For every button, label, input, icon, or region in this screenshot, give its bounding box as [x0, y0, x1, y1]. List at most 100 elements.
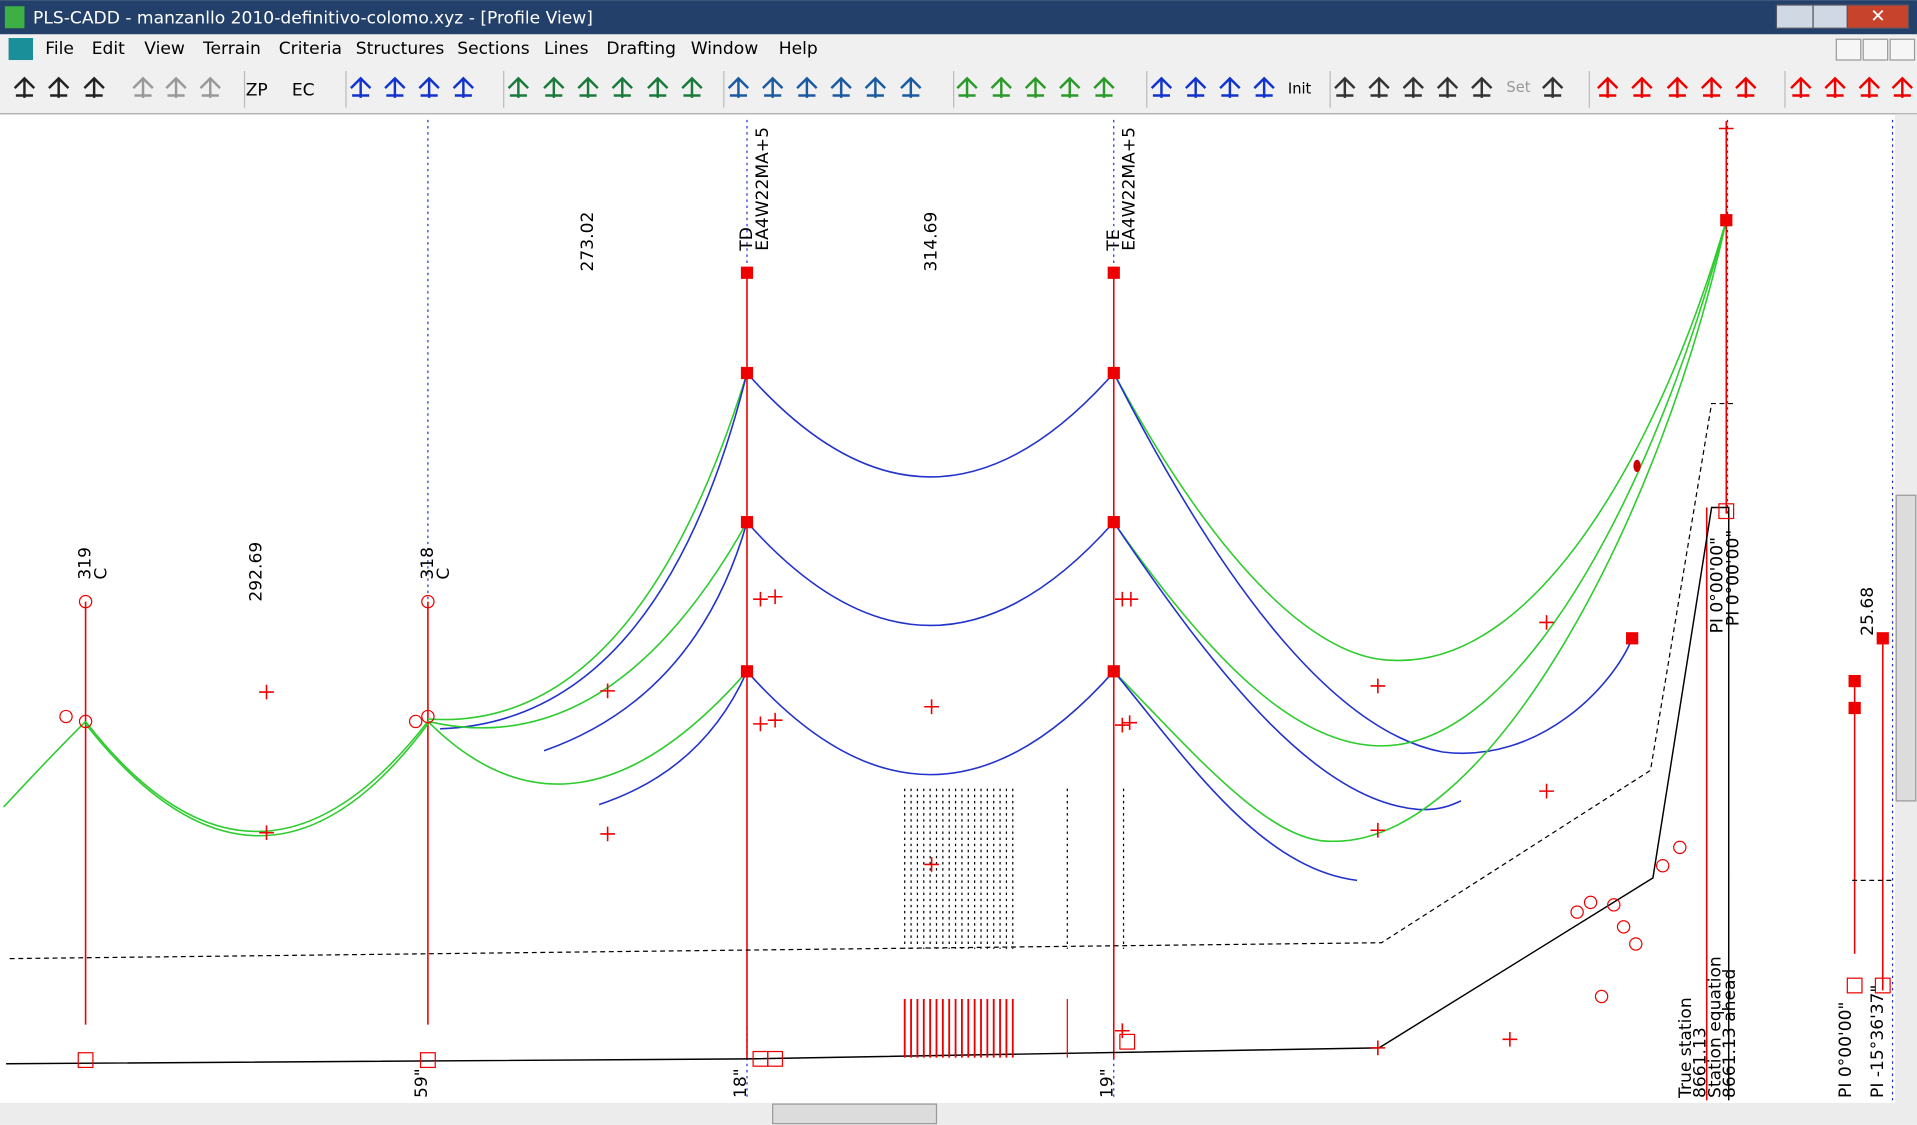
toolbar-button[interactable]: [990, 76, 1012, 98]
icon: [1059, 76, 1081, 98]
conductor: [746, 670, 1115, 776]
span-length: 314.69: [922, 212, 942, 272]
set-button[interactable]: Set: [1506, 79, 1530, 96]
toolbar-button[interactable]: [1666, 76, 1689, 98]
mdi-minimize[interactable]: [1835, 38, 1862, 61]
toolbar-button[interactable]: [1700, 76, 1723, 98]
toolbar-button[interactable]: [384, 76, 406, 98]
icon: [1093, 76, 1115, 98]
menu-item[interactable]: Criteria: [279, 39, 342, 59]
toolbar-button[interactable]: [1253, 76, 1275, 98]
vegetation: [903, 788, 1125, 1058]
menu-item[interactable]: Sections: [457, 39, 530, 59]
toolbar-button[interactable]: [83, 76, 105, 98]
toolbar-button[interactable]: [1597, 76, 1619, 98]
profile-view[interactable]: [0, 115, 1895, 1103]
toolbar-button[interactable]: [864, 76, 887, 98]
icon: [350, 76, 372, 98]
maximize-button[interactable]: [1812, 4, 1848, 29]
pi-label: PI 0°00'00": [1724, 530, 1744, 626]
toolbar-button[interactable]: [13, 76, 36, 98]
toolbar-button[interactable]: [165, 76, 187, 98]
toolbar-button[interactable]: [1858, 76, 1880, 98]
toolbar-button[interactable]: [1824, 76, 1846, 98]
structure-type: EA4W22MA+5: [1120, 127, 1140, 251]
toolbar-button[interactable]: [611, 76, 633, 98]
menu-item[interactable]: File: [45, 39, 74, 59]
toolbar-button[interactable]: [507, 76, 530, 98]
toolbar-button[interactable]: [1024, 76, 1047, 98]
toolbar-button[interactable]: [1436, 76, 1459, 98]
toolbar-button[interactable]: [796, 76, 818, 98]
structure-type: C: [434, 568, 454, 580]
menu-item[interactable]: Lines: [544, 39, 589, 59]
cross: [753, 716, 768, 732]
toolbar-button[interactable]: [199, 76, 221, 98]
toolbar-button[interactable]: [900, 76, 922, 98]
toolbar-button[interactable]: [1334, 76, 1356, 98]
toolbar-button[interactable]: [1471, 76, 1493, 98]
cross: [259, 684, 274, 700]
mdi-restore[interactable]: [1862, 38, 1889, 61]
toolbar-button[interactable]: [577, 76, 599, 98]
toolbar-button[interactable]: [1631, 76, 1653, 98]
marker: [78, 594, 93, 609]
toolbar-button[interactable]: [1093, 76, 1115, 98]
menu-item[interactable]: Edit: [92, 39, 125, 59]
menu-item[interactable]: Help: [779, 39, 818, 59]
toolbar-button[interactable]: [1185, 76, 1207, 98]
ec-button[interactable]: EC: [292, 81, 315, 101]
toolbar-button[interactable]: [1891, 76, 1913, 98]
close-button[interactable]: [1846, 4, 1910, 29]
menu-item[interactable]: Structures: [356, 39, 445, 59]
cross: [1114, 1023, 1130, 1039]
icon: [48, 76, 70, 98]
app-icon: [4, 6, 25, 29]
init-button[interactable]: Init: [1288, 80, 1312, 97]
menu-item[interactable]: View: [144, 39, 185, 59]
marker: [1655, 858, 1670, 873]
structure-base: [1718, 503, 1735, 520]
toolbar-button[interactable]: [1735, 76, 1757, 98]
icon: [1150, 76, 1173, 98]
icon: [1631, 76, 1653, 98]
toolbar-button[interactable]: [1790, 76, 1812, 98]
toolbar-button[interactable]: [727, 76, 750, 98]
span-length: 273.02: [578, 212, 598, 272]
pi-label: PI 0°00'00": [1708, 537, 1728, 633]
icon: [1219, 76, 1241, 98]
minimize-button[interactable]: [1775, 4, 1814, 29]
vertical-scroll-thumb[interactable]: [1895, 494, 1917, 802]
menu-item[interactable]: Window: [691, 39, 758, 59]
conductor: [746, 521, 1115, 627]
toolbar-button[interactable]: [418, 76, 440, 98]
toolbar-button[interactable]: [132, 76, 154, 98]
toolbar-button[interactable]: [956, 76, 978, 98]
cross: [753, 591, 768, 607]
toolbar-button[interactable]: [1402, 76, 1424, 98]
pi-label: PI -15°36'37": [1868, 985, 1888, 1098]
icon: [830, 76, 852, 98]
menu-item[interactable]: Drafting: [606, 39, 676, 59]
toolbar-button[interactable]: [1059, 76, 1081, 98]
toolbar-button[interactable]: [647, 76, 669, 98]
toolbar-button[interactable]: [681, 76, 703, 98]
horizontal-scroll-thumb[interactable]: [772, 1103, 938, 1125]
toolbar-button[interactable]: [762, 76, 784, 98]
toolbar-button[interactable]: [830, 76, 852, 98]
icon: [507, 76, 530, 98]
toolbar-button[interactable]: [350, 76, 372, 98]
menu: File Edit View Terrain Criteria Structures Sec…: [45, 39, 818, 59]
toolbar-button[interactable]: [1542, 76, 1564, 98]
toolbar-button[interactable]: [543, 76, 565, 98]
toolbar-button[interactable]: [48, 76, 70, 98]
toolbar-button[interactable]: [452, 76, 475, 98]
toolbar-button[interactable]: [1219, 76, 1241, 98]
structure-base: [1874, 977, 1891, 994]
zp-button[interactable]: ZP: [246, 81, 268, 101]
toolbar-button[interactable]: [1368, 76, 1390, 98]
horizontal-scrollbar[interactable]: [0, 1102, 1917, 1125]
menu-item[interactable]: Terrain: [202, 39, 261, 59]
mdi-close[interactable]: [1889, 38, 1916, 61]
toolbar-button[interactable]: [1150, 76, 1173, 98]
